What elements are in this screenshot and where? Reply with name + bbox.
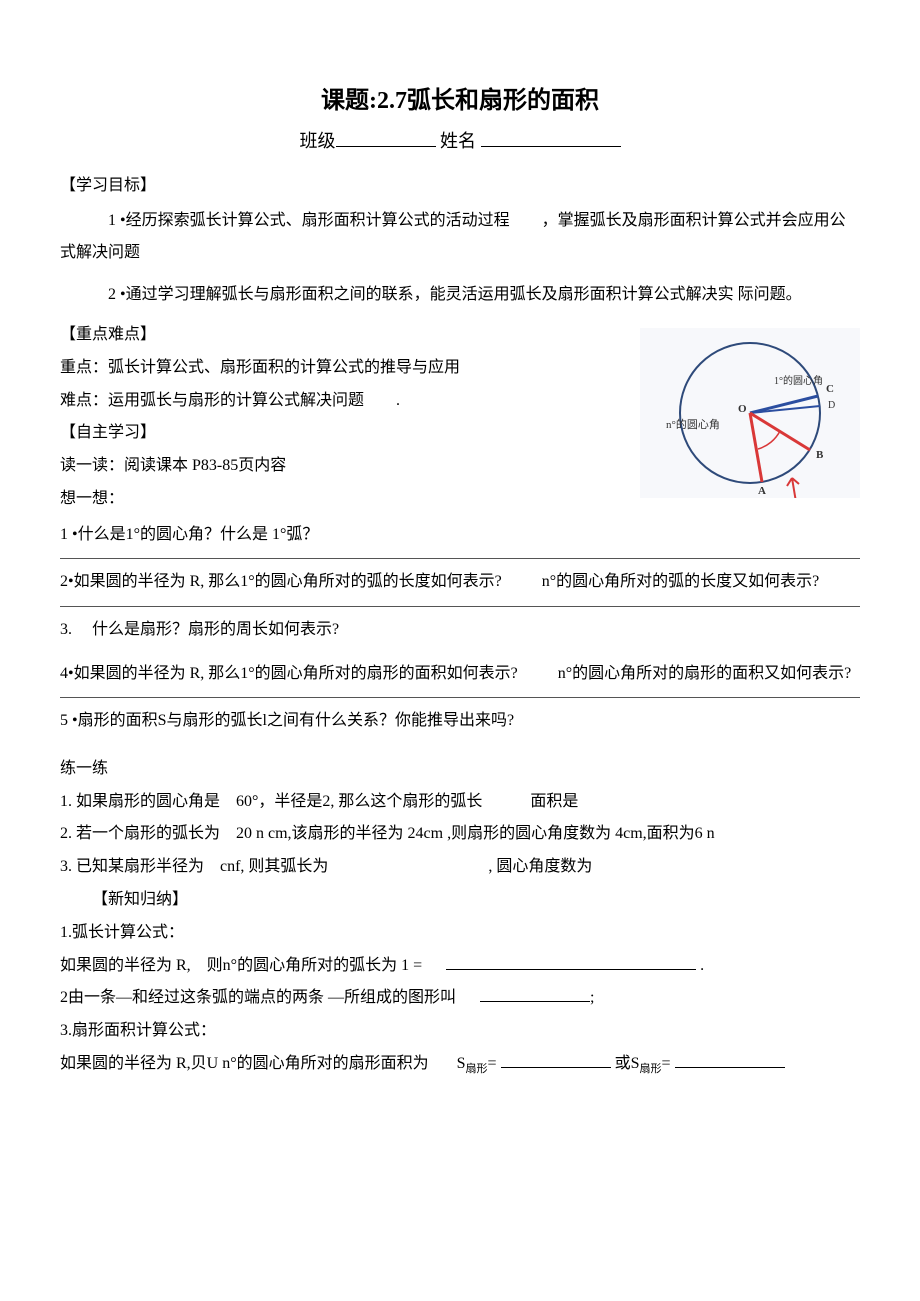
label-a: A <box>758 485 766 497</box>
s1-blank[interactable] <box>446 954 696 970</box>
divider <box>60 697 860 698</box>
s2-text: 2由一条—和经过这条弧的端点的两条 —所组成的图形叫 <box>60 989 456 1006</box>
class-blank[interactable] <box>336 127 436 147</box>
divider <box>60 558 860 559</box>
read-instruction: 读一读：阅读课本 P83-85页内容 <box>60 452 600 481</box>
s3-eq2: = <box>662 1055 671 1072</box>
class-name-line: 班级 姓名 <box>60 127 860 153</box>
label-ndeg: n°的圆心角 <box>666 417 720 431</box>
summary-heading: 【新知归纳】 <box>60 886 860 915</box>
page-title: 课题:2.7弧长和扇形的面积 <box>60 80 860 115</box>
s3-eq1: = <box>488 1055 497 1072</box>
question-4: 4•如果圆的半径为 R, 那么1°的圆心角所对的扇形的面积如何表示? n°的圆心角… <box>60 659 860 689</box>
name-label: 姓名 <box>440 131 476 151</box>
label-b: B <box>816 449 824 461</box>
s3-sub2: 扇形 <box>640 1063 662 1075</box>
self-study-heading: 【自主学习】 <box>60 419 600 448</box>
question-2: 2•如果圆的半径为 R, 那么1°的圆心角所对的弧的长度如何表示? n°的圆心角所… <box>60 567 860 597</box>
class-label: 班级 <box>300 131 336 151</box>
name-blank[interactable] <box>481 127 621 147</box>
question-4a: 4•如果圆的半径为 R, 那么1°的圆心角所对的扇形的面积如何表示? <box>60 665 518 682</box>
summary-1-body: 如果圆的半径为 R, 则n°的圆心角所对的弧长为 1 = . <box>60 952 860 981</box>
difficulty-point: 难点：运用弧长与扇形的计算公式解决问题 . <box>60 387 600 416</box>
objective-1: 1 •经历探索弧长计算公式、扇形面积计算公式的活动过程 ，掌握弧长及扇形面积计算… <box>60 205 860 269</box>
question-2a: 2•如果圆的半径为 R, 那么1°的圆心角所对的弧的长度如何表示? <box>60 573 502 590</box>
question-4b: n°的圆心角所对的扇形的面积又如何表示? <box>558 665 852 682</box>
s2-blank[interactable] <box>480 986 590 1002</box>
s3-or: 或 <box>615 1055 631 1072</box>
question-1: 1 •什么是1°的圆心角？什么是 1°弧？ <box>60 520 860 550</box>
q3-text: 什么是扇形？扇形的周长如何表示? <box>92 615 339 645</box>
summary-1-label: 1.弧长计算公式： <box>60 919 860 948</box>
label-d: D <box>828 400 835 411</box>
divider <box>60 606 860 607</box>
summary-3-label: 3.扇形面积计算公式： <box>60 1017 860 1046</box>
s1-text-b: . <box>700 957 704 974</box>
practice-1: 1. 如果扇形的圆心角是 60°，半径是2, 那么这个扇形的弧长 面积是 <box>60 788 860 817</box>
s3-text-a: 如果圆的半径为 R,贝U n°的圆心角所对的扇形面积为 <box>60 1055 429 1072</box>
practice-2: 2. 若一个扇形的弧长为 20 n cm,该扇形的半径为 24cm ,则扇形的圆… <box>60 820 860 849</box>
label-1deg: 1°的圆心角 <box>774 374 823 387</box>
key-point: 重点：弧长计算公式、扇形面积的计算公式的推导与应用 <box>60 354 600 383</box>
label-o: O <box>738 403 747 415</box>
q3-num: 3. <box>60 615 92 645</box>
s3-sub1: 扇形 <box>466 1063 488 1075</box>
practice-3: 3. 已知某扇形半径为 cnf, 则其弧长为 , 圆心角度数为 <box>60 853 860 882</box>
question-5: 5 •扇形的面积S与扇形的弧长l之间有什么关系？你能推导出来吗? <box>60 706 860 736</box>
s1-text-a: 如果圆的半径为 R, 则n°的圆心角所对的弧长为 1 = <box>60 957 422 974</box>
key-heading: 【重点难点】 <box>60 321 600 350</box>
think-instruction: 想一想： <box>60 485 600 514</box>
label-c: C <box>826 383 834 395</box>
question-3: 3. 什么是扇形？扇形的周长如何表示? <box>60 615 860 645</box>
s2-end: ; <box>590 989 594 1006</box>
summary-3-body: 如果圆的半径为 R,贝U n°的圆心角所对的扇形面积为 S扇形= 或S扇形= <box>60 1050 860 1080</box>
objectives-heading: 【学习目标】 <box>60 171 860 195</box>
objective-2: 2 •通过学习理解弧长与扇形面积之间的联系，能灵活运用弧长及扇形面积计算公式解决… <box>60 279 860 311</box>
circle-angle-diagram: 1°的圆心角 n°的圆心角 O C D B A <box>640 328 860 498</box>
practice-heading: 练一练 <box>60 755 860 784</box>
summary-2: 2由一条—和经过这条弧的端点的两条 —所组成的图形叫 ; <box>60 984 860 1013</box>
s3-blank-1[interactable] <box>501 1052 611 1068</box>
s3-sym2: S <box>631 1055 640 1072</box>
question-2b: n°的圆心角所对的弧的长度又如何表示? <box>542 573 820 590</box>
s3-blank-2[interactable] <box>675 1052 785 1068</box>
s3-sym1: S <box>457 1055 466 1072</box>
